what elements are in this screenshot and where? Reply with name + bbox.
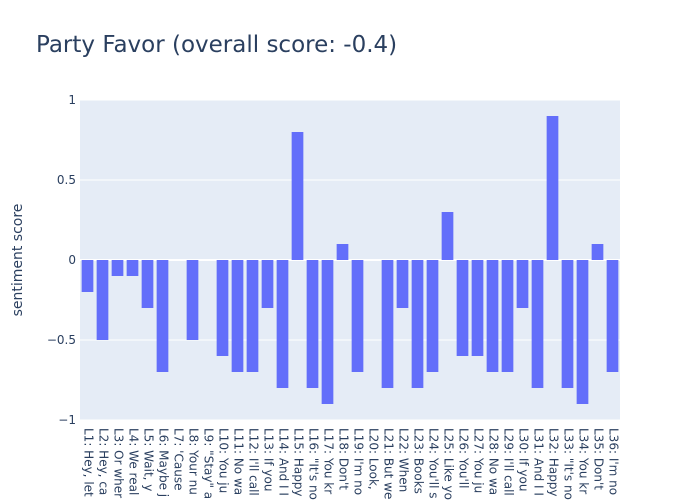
x-tick-label: L15: Happy: [292, 428, 306, 497]
x-tick-label: L33: "It's no: [562, 428, 576, 500]
bar: [531, 260, 544, 388]
bar: [441, 212, 454, 260]
bar: [141, 260, 154, 308]
bar: [246, 260, 259, 372]
bar: [396, 260, 409, 308]
x-tick-label: L3: Or wher: [112, 428, 126, 498]
y-axis-ticks: 1 0.5 0 −0.5 −1: [47, 93, 76, 427]
x-tick-label: L11: No wa: [232, 428, 246, 495]
x-tick-label: L8: Your nu: [187, 428, 201, 495]
x-tick-label: L13: If you: [262, 428, 276, 491]
bar: [606, 260, 619, 372]
bar: [516, 260, 529, 308]
x-tick-label: L21: But we: [382, 428, 396, 499]
y-tick-label: 1: [68, 93, 76, 107]
bar: [261, 260, 274, 308]
bar: [111, 260, 124, 276]
x-tick-label: L6: Maybe j: [157, 428, 171, 497]
bar: [591, 244, 604, 260]
bar: [456, 260, 469, 356]
chart-title: Party Favor (overall score: -0.4): [36, 32, 397, 58]
bar: [336, 244, 349, 260]
bar: [276, 260, 289, 388]
bar: [156, 260, 169, 372]
x-axis-ticks: L1: Hey, let L2: Hey, ca L3: Or wher L4: We…: [82, 428, 621, 500]
x-tick-label: L32: Happy: [547, 428, 561, 497]
bar: [186, 260, 199, 340]
bar: [351, 260, 364, 372]
x-tick-label: L18: Don't: [337, 428, 351, 490]
bar: [426, 260, 439, 372]
bar: [381, 260, 394, 388]
bar: [561, 260, 574, 388]
x-tick-label: L19: I'm no: [352, 428, 366, 495]
grid: [80, 99, 620, 421]
x-tick-label: L14: And I I: [277, 428, 291, 496]
bar: [411, 260, 424, 388]
x-tick-label: L27: You ju: [472, 428, 486, 493]
x-tick-label: L1: Hey, let: [82, 428, 96, 497]
bar: [306, 260, 319, 388]
x-tick-label: L28: No wa: [487, 428, 501, 495]
bar: [486, 260, 499, 372]
x-tick-label: L9: "Stay" a: [202, 428, 216, 499]
x-tick-label: L20: Look,: [367, 428, 381, 490]
x-tick-label: L12: I'll call: [247, 428, 261, 496]
x-tick-label: L24: You'll s: [427, 428, 441, 499]
x-tick-label: L35: Don't: [592, 428, 606, 490]
bar: [546, 116, 559, 260]
x-tick-label: L4: We real: [127, 428, 141, 495]
bar: [471, 260, 484, 356]
x-tick-label: L10: You ju: [217, 428, 231, 493]
bar: [576, 260, 589, 404]
x-tick-label: L22: When: [397, 428, 411, 492]
x-tick-label: L23: Books: [412, 428, 426, 494]
bar: [321, 260, 334, 404]
bar: [81, 260, 94, 292]
x-tick-label: L7: 'Cause: [172, 428, 186, 490]
y-tick-label: 0: [68, 253, 76, 267]
bar: [501, 260, 514, 372]
bar: [126, 260, 139, 276]
x-tick-label: L36: I'm no: [607, 428, 621, 495]
x-tick-label: L31: And I I: [532, 428, 546, 496]
x-tick-label: L34: You kr: [577, 428, 591, 494]
y-tick-label: −1: [58, 413, 76, 427]
x-tick-label: L25: Like yo: [442, 428, 456, 500]
x-tick-label: L16: "It's no: [307, 428, 321, 500]
y-tick-label: −0.5: [47, 333, 76, 347]
x-tick-label: L5: Wait, y: [142, 428, 156, 491]
x-tick-label: L17: You kr: [322, 428, 336, 494]
x-tick-label: L26: You'll: [457, 428, 471, 488]
x-tick-label: L30: If you: [517, 428, 531, 491]
bar: [231, 260, 244, 372]
bar: [216, 260, 229, 356]
x-tick-label: L2: Hey, ca: [97, 428, 111, 495]
bar: [291, 132, 304, 260]
bars: [81, 116, 619, 404]
bar: [96, 260, 109, 340]
x-tick-label: L29: I'll call: [502, 428, 516, 496]
y-axis-title: sentiment score: [10, 204, 26, 317]
y-tick-label: 0.5: [57, 173, 76, 187]
